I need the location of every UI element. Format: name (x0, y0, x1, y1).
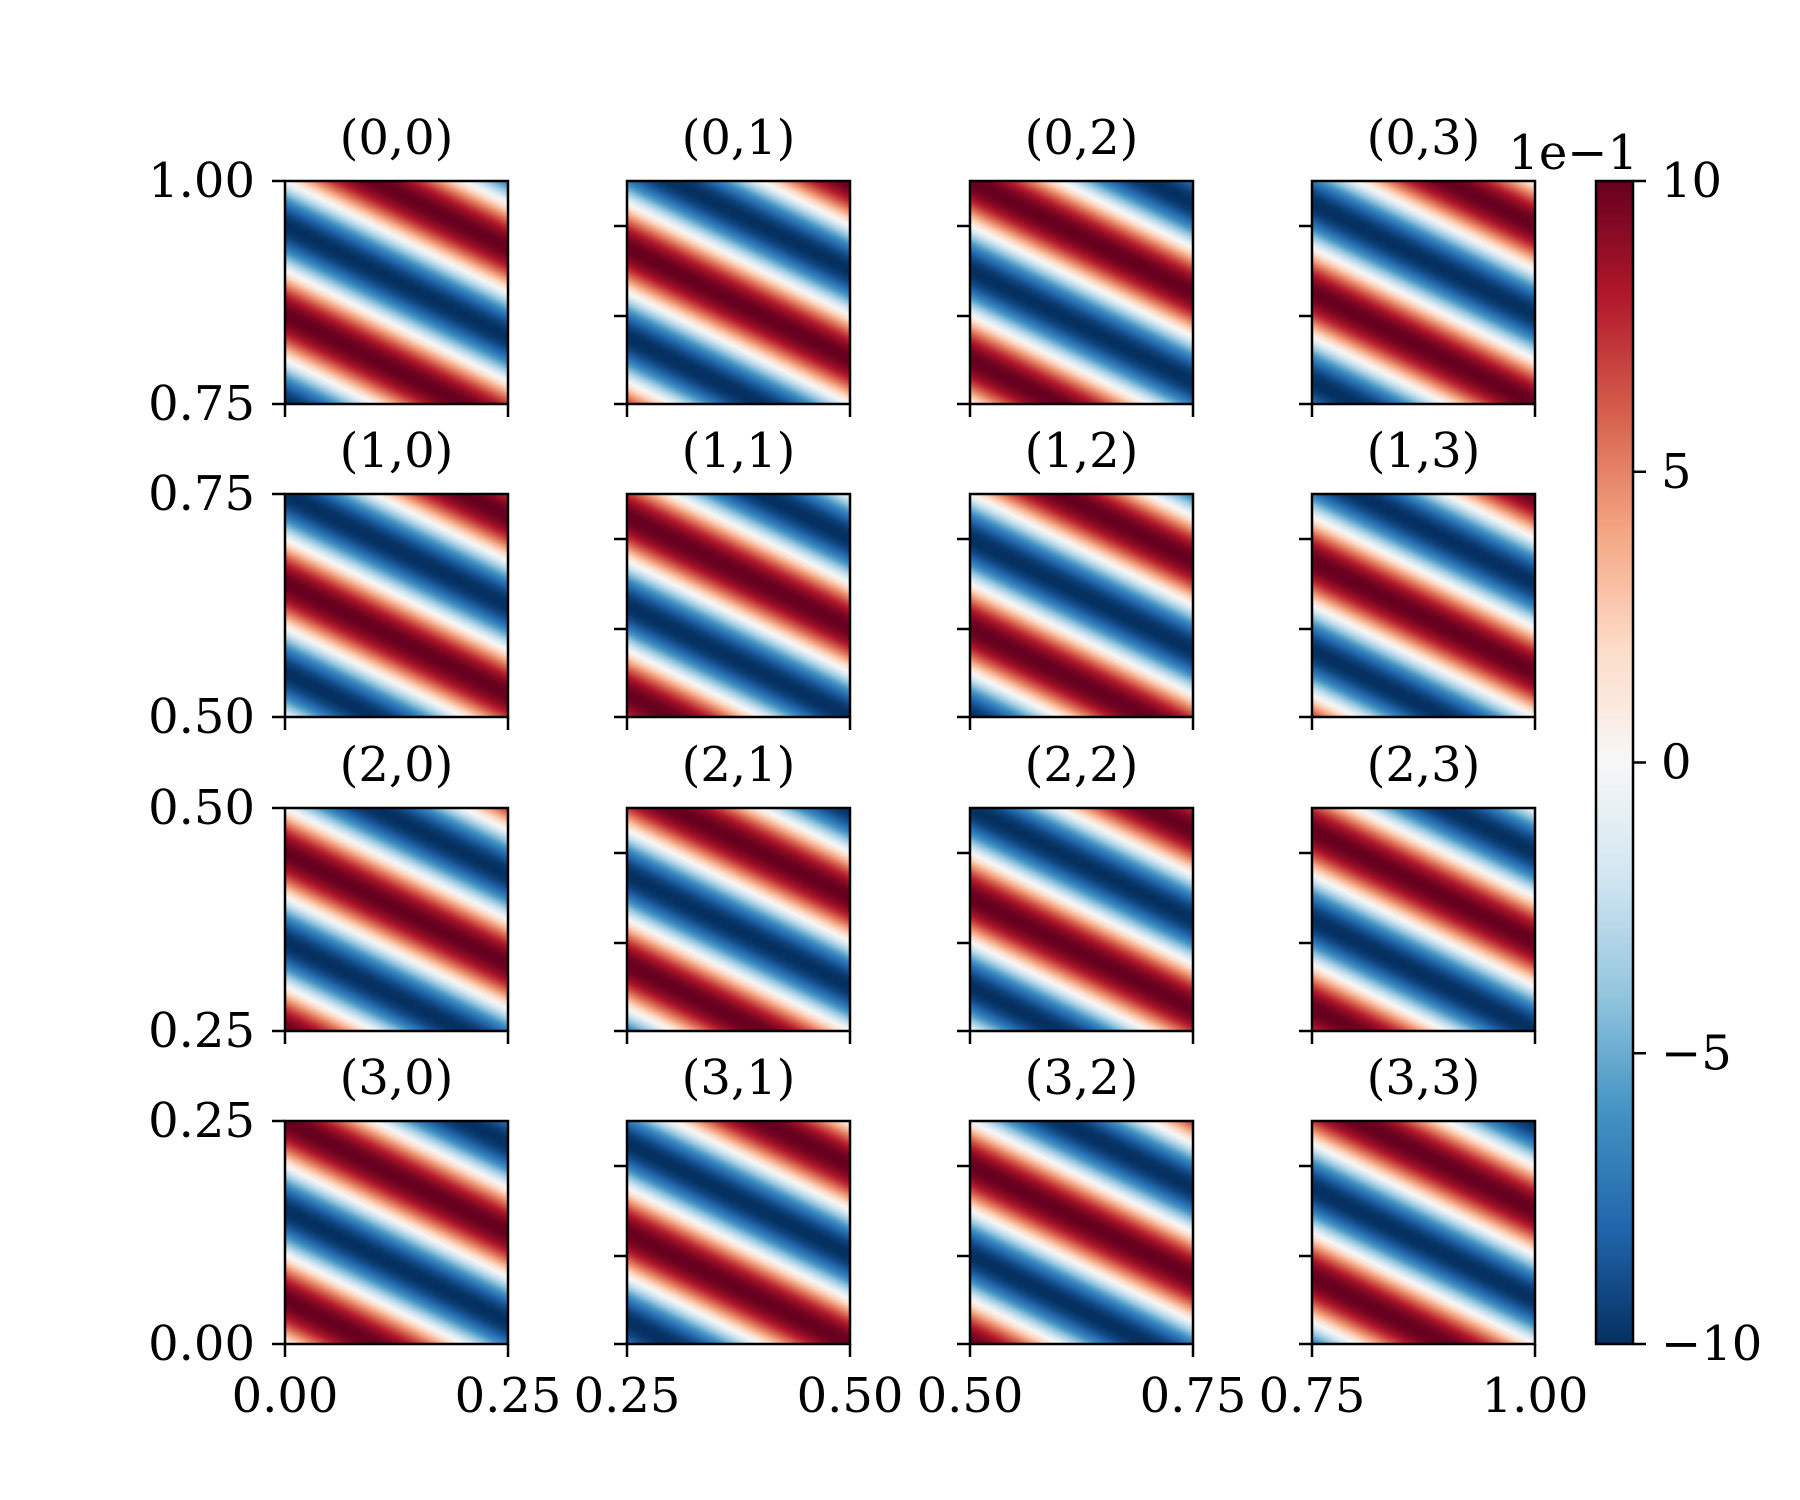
panel-title: (1,1) (682, 423, 796, 479)
heatmap-0-0 (285, 181, 508, 404)
panel-frame (968, 492, 1195, 719)
panel-2-0: (2,0) 0.50 0.25 (148, 737, 510, 1059)
y-tick-label: 0.75 (148, 466, 255, 522)
panel-frame (283, 179, 510, 406)
heatmap-0-1 (627, 181, 850, 404)
heatmap-2-1 (627, 808, 850, 1031)
y-tick-label: 0.25 (148, 1003, 255, 1059)
panel-frame (1310, 492, 1537, 719)
heatmap-3-1 (627, 1121, 850, 1344)
panel-title: (2,0) (340, 737, 454, 793)
panel-3-2: (3,2) 0.50 0.75 (917, 1050, 1247, 1424)
panel-title: (2,3) (1367, 737, 1481, 793)
colorbar-tick-label: 10 (1661, 153, 1722, 209)
panel-title: (3,1) (682, 1050, 796, 1106)
colorbar: −10 −5 0 5 10 1e−1 (1508, 125, 1762, 1372)
panel-title: (3,2) (1025, 1050, 1139, 1106)
colorbar-tick-label: 5 (1661, 444, 1692, 500)
panel-frame (968, 1119, 1195, 1346)
heatmap-0-3 (1312, 181, 1535, 404)
y-tick-label: 0.00 (148, 1316, 255, 1372)
panel-title: (2,2) (1025, 737, 1139, 793)
panel-title: (1,2) (1025, 423, 1139, 479)
panel-frame (1310, 179, 1537, 406)
panel-2-1: (2,1) (614, 737, 852, 1044)
panel-frame (625, 492, 852, 719)
heatmap-1-1 (627, 494, 850, 717)
panel-title: (0,0) (340, 110, 454, 166)
heatmap-0-2 (970, 181, 1193, 404)
heatmap-2-2 (970, 808, 1193, 1031)
heatmap-1-3 (1312, 494, 1535, 717)
x-tick-label: 0.00 (232, 1368, 339, 1424)
x-tick-label: 0.75 (1259, 1368, 1366, 1424)
panel-frame (625, 179, 852, 406)
panel-frame (625, 806, 852, 1033)
panel-frame (968, 179, 1195, 406)
panel-title: (1,3) (1367, 423, 1481, 479)
panel-0-2: (0,2) (957, 110, 1195, 417)
heatmap-2-3 (1312, 808, 1535, 1031)
panel-frame (283, 1119, 510, 1346)
y-tick-label: 0.50 (148, 780, 255, 836)
panel-0-1: (0,1) (614, 110, 852, 417)
colorbar-fill (1596, 181, 1633, 1344)
heatmap-3-2 (970, 1121, 1193, 1344)
x-tick-label: 0.50 (917, 1368, 1024, 1424)
y-tick-label: 0.50 (148, 689, 255, 745)
panel-title: (3,0) (340, 1050, 454, 1106)
panel-title: (3,3) (1367, 1050, 1481, 1106)
panel-1-2: (1,2) (957, 423, 1195, 730)
y-tick-label: 0.75 (148, 376, 255, 432)
heatmap-3-0 (285, 1121, 508, 1344)
colorbar-tick-label: −10 (1661, 1316, 1762, 1372)
panel-3-3: (3,3) 0.75 1.00 (1259, 1050, 1589, 1424)
colorbar-tick-label: 0 (1661, 735, 1692, 791)
heatmap-3-3 (1312, 1121, 1535, 1344)
panel-2-2: (2,2) (957, 737, 1195, 1044)
panel-0-0: (0,0) 1.00 0.75 (148, 110, 510, 432)
x-tick-label: 0.75 (1140, 1368, 1247, 1424)
heatmap-1-0 (285, 494, 508, 717)
heatmap-2-0 (285, 808, 508, 1031)
panel-1-3: (1,3) (1299, 423, 1537, 730)
panel-frame (625, 1119, 852, 1346)
panel-title: (1,0) (340, 423, 454, 479)
panel-title: (0,3) (1367, 110, 1481, 166)
panel-frame (283, 492, 510, 719)
panel-title: (0,2) (1025, 110, 1139, 166)
y-tick-label: 1.00 (148, 153, 255, 209)
panel-title: (0,1) (682, 110, 796, 166)
panel-1-1: (1,1) (614, 423, 852, 730)
panel-3-1: (3,1) 0.25 0.50 (574, 1050, 904, 1424)
x-tick-label: 0.25 (574, 1368, 681, 1424)
panel-frame (1310, 1119, 1537, 1346)
colorbar-tick-label: −5 (1661, 1025, 1732, 1081)
x-tick-label: 0.50 (797, 1368, 904, 1424)
colorbar-offset-text: 1e−1 (1508, 125, 1638, 181)
panel-2-3: (2,3) (1299, 737, 1537, 1044)
heatmap-1-2 (970, 494, 1193, 717)
x-tick-label: 1.00 (1482, 1368, 1589, 1424)
x-tick-label: 0.25 (455, 1368, 562, 1424)
panel-frame (1310, 806, 1537, 1033)
panel-title: (2,1) (682, 737, 796, 793)
panel-3-0: (3,0) 0.25 0.000.00 0.25 (148, 1050, 561, 1424)
panel-frame (968, 806, 1195, 1033)
y-tick-label: 0.25 (148, 1093, 255, 1149)
panel-0-3: (0,3) (1299, 110, 1537, 417)
panel-frame (283, 806, 510, 1033)
panel-1-0: (1,0) 0.75 0.50 (148, 423, 510, 745)
panel-grid: (0,0) 1.00 0.75 (0,1) (0,2) (0,3) (1,0) 0.75 0.5… (148, 110, 1588, 1424)
